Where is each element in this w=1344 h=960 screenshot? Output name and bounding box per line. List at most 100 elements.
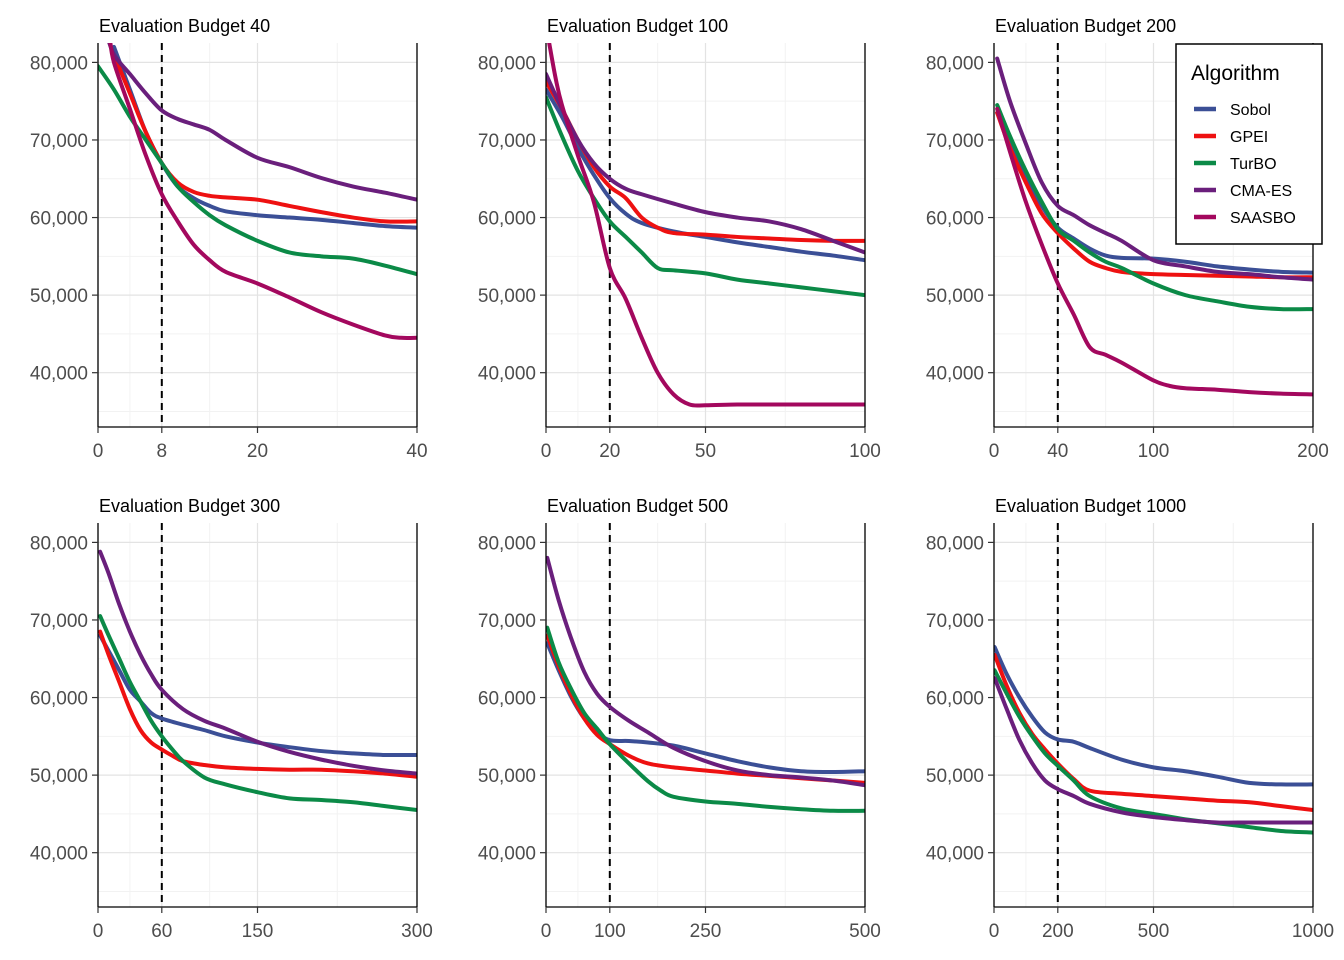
y-tick-label: 70,000 xyxy=(926,611,984,632)
x-tick-label: 40 xyxy=(406,441,427,462)
series-line-cma-es xyxy=(107,43,417,202)
panel-title: Evaluation Budget 40 xyxy=(99,16,270,36)
y-tick-label: 80,000 xyxy=(926,53,984,74)
chart-panel: 0 8 20 40 40,000 50,000 60,000 70,000 80,000 Eval… xyxy=(30,16,428,462)
legend-label: CMA-ES xyxy=(1230,183,1292,200)
chart-panel: 0 40 100 200 40,000 50,000 60,000 70,000 80,000 E… xyxy=(926,16,1329,462)
y-tick-label: 50,000 xyxy=(926,286,984,307)
series-line-gpei xyxy=(111,52,417,224)
x-tick-label: 20 xyxy=(247,441,268,462)
series-lines xyxy=(98,549,417,813)
y-tick-label: 70,000 xyxy=(30,611,88,632)
chart-panel: 0 200 500 1000 40,000 50,000 60,000 70,000 80,00… xyxy=(926,496,1334,942)
chart-panel: 0 20 50 100 40,000 50,000 60,000 70,000 80,000 Ev… xyxy=(478,16,881,462)
y-tick-label: 70,000 xyxy=(926,131,984,152)
panel-title: Evaluation Budget 1000 xyxy=(995,496,1186,516)
series-line-gpei xyxy=(995,110,1313,280)
x-tick-label: 0 xyxy=(989,441,1000,462)
y-tick-label: 60,000 xyxy=(30,209,88,230)
x-tick-label: 300 xyxy=(401,921,433,942)
y-tick-label: 80,000 xyxy=(30,53,88,74)
series-line-cma-es xyxy=(995,56,1313,282)
x-tick-label: 40 xyxy=(1047,441,1068,462)
x-tick-label: 0 xyxy=(93,921,104,942)
legend-label: Sobol xyxy=(1230,102,1271,119)
y-tick-label: 40,000 xyxy=(926,844,984,865)
series-line-sobol xyxy=(546,641,865,775)
series-line-turbo xyxy=(994,668,1313,835)
series-line-turbo xyxy=(98,614,417,813)
y-tick-label: 40,000 xyxy=(30,364,88,385)
series-line-sobol xyxy=(994,645,1313,787)
series-line-turbo xyxy=(546,625,865,813)
y-tick-label: 40,000 xyxy=(478,364,536,385)
legend-label: TurBO xyxy=(1230,156,1277,173)
x-tick-label: 200 xyxy=(1297,441,1329,462)
grid xyxy=(993,523,1314,907)
y-tick-label: 70,000 xyxy=(30,131,88,152)
x-tick-label: 150 xyxy=(242,921,274,942)
x-tick-label: 0 xyxy=(989,921,1000,942)
series-line-saasbo xyxy=(547,43,865,408)
legend-label: SAASBO xyxy=(1230,210,1296,227)
x-tick-label: 60 xyxy=(151,921,172,942)
legend-title: Algorithm xyxy=(1191,62,1280,85)
series-lines xyxy=(994,645,1313,835)
panels: 0 8 20 40 40,000 50,000 60,000 70,000 80,000 Eval… xyxy=(30,16,1334,942)
series-line-cma-es xyxy=(994,676,1313,825)
panel-title: Evaluation Budget 500 xyxy=(547,496,728,516)
panel-title: Evaluation Budget 100 xyxy=(547,16,728,36)
series-line-turbo xyxy=(995,103,1313,312)
y-tick-label: 60,000 xyxy=(926,689,984,710)
x-tick-label: 0 xyxy=(93,441,104,462)
y-tick-label: 40,000 xyxy=(478,844,536,865)
grid xyxy=(97,523,418,907)
series-line-saasbo xyxy=(995,106,1313,397)
y-tick-label: 50,000 xyxy=(478,766,536,787)
series-lines xyxy=(98,43,417,340)
legend-label: GPEI xyxy=(1230,129,1268,146)
y-tick-label: 60,000 xyxy=(478,689,536,710)
x-tick-label: 0 xyxy=(541,921,552,942)
series-line-cma-es xyxy=(546,72,865,255)
chart-panel: 0 100 250 500 40,000 50,000 60,000 70,000 80,000… xyxy=(478,496,881,942)
x-tick-label: 8 xyxy=(157,441,168,462)
y-tick-label: 50,000 xyxy=(30,766,88,787)
y-tick-label: 50,000 xyxy=(478,286,536,307)
x-tick-label: 250 xyxy=(690,921,722,942)
y-tick-label: 80,000 xyxy=(926,533,984,554)
y-tick-label: 60,000 xyxy=(478,209,536,230)
grid xyxy=(545,523,866,907)
grid xyxy=(97,43,418,427)
series-line-sobol xyxy=(98,633,417,758)
y-tick-label: 50,000 xyxy=(926,766,984,787)
series-lines xyxy=(546,555,865,813)
x-tick-label: 100 xyxy=(849,441,881,462)
series-lines xyxy=(995,56,1313,397)
y-tick-label: 80,000 xyxy=(30,533,88,554)
y-tick-label: 80,000 xyxy=(478,53,536,74)
x-tick-label: 100 xyxy=(594,921,626,942)
panel-title: Evaluation Budget 200 xyxy=(995,16,1176,36)
legend-box xyxy=(1175,43,1323,245)
panel-title: Evaluation Budget 300 xyxy=(99,496,280,516)
y-tick-label: 70,000 xyxy=(478,611,536,632)
y-tick-label: 40,000 xyxy=(926,364,984,385)
series-line-cma-es xyxy=(98,549,417,776)
y-tick-label: 80,000 xyxy=(478,533,536,554)
x-tick-label: 500 xyxy=(849,921,881,942)
legend: Algorithm Sobol GPEI TurBO CMA-ES SAASBO xyxy=(1175,43,1323,245)
x-tick-label: 1000 xyxy=(1292,921,1334,942)
series-line-cma-es xyxy=(546,555,865,788)
y-tick-label: 70,000 xyxy=(478,131,536,152)
y-tick-label: 40,000 xyxy=(30,844,88,865)
x-tick-label: 500 xyxy=(1138,921,1170,942)
x-tick-label: 20 xyxy=(599,441,620,462)
x-tick-label: 200 xyxy=(1042,921,1074,942)
series-line-saasbo xyxy=(108,43,417,340)
chart-panel: 0 60 150 300 40,000 50,000 60,000 70,000 80,000 E… xyxy=(30,496,433,942)
y-tick-label: 50,000 xyxy=(30,286,88,307)
y-tick-label: 60,000 xyxy=(926,209,984,230)
x-tick-label: 100 xyxy=(1138,441,1170,462)
